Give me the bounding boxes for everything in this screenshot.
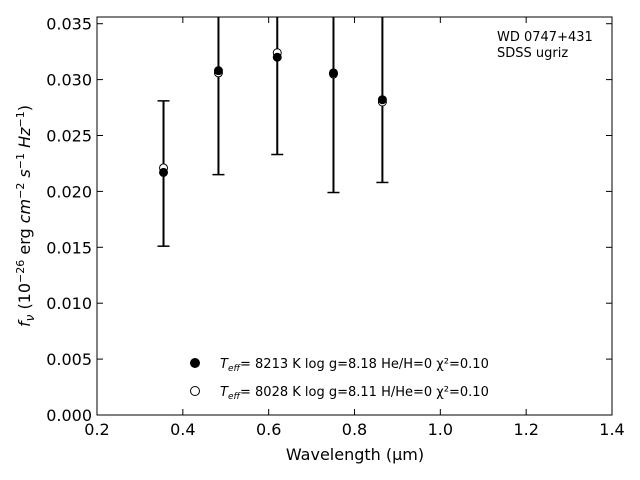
plot-frame bbox=[96, 16, 613, 416]
x-tick-label: 1.4 bbox=[599, 420, 624, 439]
observed-point bbox=[159, 167, 169, 177]
y-tick-label: 0.010 bbox=[46, 294, 92, 313]
observed-point bbox=[377, 95, 387, 105]
y-tick-label: 0.025 bbox=[46, 127, 92, 146]
observed-point bbox=[272, 52, 282, 62]
observed-point bbox=[213, 66, 223, 76]
x-tick-label: 0.4 bbox=[170, 420, 195, 439]
observed-points bbox=[159, 52, 387, 177]
model-points bbox=[159, 48, 387, 173]
x-axis-ticks: 0.2 0.4 0.6 0.8 1.0 1.2 1.4 bbox=[84, 17, 625, 439]
x-tick-label: 1.0 bbox=[428, 420, 453, 439]
y-tick-label: 0.015 bbox=[46, 238, 92, 257]
annotation-line-1: WD 0747+431 bbox=[497, 30, 593, 45]
y-axis-label: fν (10−26 erg cm−2 s−1 Hz−1) bbox=[14, 105, 37, 327]
observed-point bbox=[328, 68, 338, 78]
legend-entry-2: Teff= 8028 K log g=8.11 H/He=0 χ²=0.10 bbox=[220, 385, 489, 402]
legend: Teff= 8213 K log g=8.18 He/H=0 χ²=0.10 T… bbox=[190, 357, 489, 402]
x-tick-label: 0.8 bbox=[342, 420, 367, 439]
annotation-line-2: SDSS ugriz bbox=[497, 46, 568, 61]
x-tick-label: 0.6 bbox=[256, 420, 281, 439]
plot-border bbox=[96, 16, 613, 416]
legend-entry-1: Teff= 8213 K log g=8.18 He/H=0 χ²=0.10 bbox=[220, 357, 489, 374]
y-tick-label: 0.020 bbox=[46, 182, 92, 201]
annotation: WD 0747+431 SDSS ugriz bbox=[497, 30, 593, 61]
y-tick-label: 0.000 bbox=[46, 406, 92, 425]
y-axis-ticks: 0.000 0.005 0.010 0.015 0.020 0.025 0.030 0.035 bbox=[46, 15, 612, 425]
y-tick-label: 0.030 bbox=[46, 71, 92, 90]
x-tick-label: 1.2 bbox=[513, 420, 538, 439]
y-tick-label: 0.005 bbox=[46, 350, 92, 369]
legend-open-marker bbox=[190, 386, 200, 396]
legend-filled-marker bbox=[190, 358, 200, 368]
x-tick-label: 0.2 bbox=[84, 420, 109, 439]
y-tick-label: 0.035 bbox=[46, 15, 92, 34]
error-bars bbox=[157, 17, 389, 247]
x-axis-label: Wavelength (μm) bbox=[286, 445, 424, 464]
